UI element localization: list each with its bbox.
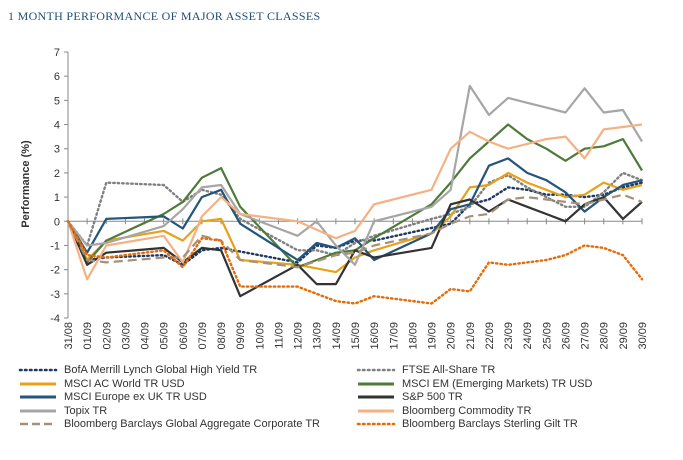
series-line-4: [67, 157, 643, 262]
legend-label: MSCI Europe ex UK TR USD: [64, 391, 207, 403]
x-tick-label: 11/09: [273, 322, 285, 349]
x-tick-label: 07/09: [197, 322, 209, 350]
x-tick-label: 13/09: [312, 322, 324, 350]
legend-item: MSCI AC World TR USD: [18, 378, 185, 390]
y-tick-label: -4: [50, 313, 60, 325]
x-tick-label: 10/09: [254, 322, 266, 350]
series-line-7: [66, 123, 643, 281]
x-tick-label: 09/09: [235, 322, 247, 350]
x-tick-label: 06/09: [178, 322, 190, 350]
legend-item: BofA Merrill Lynch Global High Yield TR: [18, 364, 257, 376]
legend-label: Bloomberg Barclays Global Aggregate Corp…: [64, 418, 320, 430]
line-chart: Performance (%) -4 -3 -2 -1 0 1 2 3 4 5 6 7 31/08 01/…: [20, 47, 649, 350]
x-tick-label: 22/09: [484, 322, 496, 350]
legend-label: S&P 500 TR: [402, 391, 463, 403]
x-tick-label: 18/09: [407, 322, 419, 350]
series-line-3: [67, 123, 643, 269]
x-tick-label: 14/09: [331, 322, 343, 350]
legend-label: BofA Merrill Lynch Global High Yield TR: [64, 364, 258, 376]
legend-swatch: [358, 409, 394, 412]
legend-item: Bloomberg Commodity TR: [356, 405, 531, 417]
axes: -4 -3 -2 -1 0 1 2 3 4 5 6 7 31/08 01/09 02/09 03/09 04/0…: [50, 47, 649, 350]
legend-label: Bloomberg Barclays Sterling Gilt TR: [402, 418, 578, 430]
y-tick-label: 4: [54, 120, 60, 132]
x-tick-label: 12/09: [293, 322, 305, 350]
legend-swatch: [18, 368, 58, 372]
legend-label: MSCI EM (Emerging Markets) TR USD: [402, 377, 593, 390]
x-tick-label: 02/09: [101, 322, 113, 350]
series-line-9: [66, 220, 644, 305]
series-lines: [66, 84, 644, 305]
y-tick-label: 6: [54, 71, 60, 83]
y-axis-label: Performance (%): [20, 140, 32, 228]
y-tick-label: 0: [54, 216, 60, 228]
legend-swatch: [20, 382, 56, 385]
x-tick-label: 20/09: [446, 322, 458, 350]
series-line-8: [67, 193, 643, 269]
legend-label: FTSE All-Share TR: [402, 364, 496, 376]
y-tick-label: 2: [54, 168, 60, 180]
legend-item: FTSE All-Share TR: [356, 364, 495, 376]
x-tick-label: 15/09: [350, 322, 362, 350]
legend-swatch: [358, 382, 394, 385]
legend-label: MSCI AC World TR USD: [64, 377, 185, 390]
y-tick-label: 3: [54, 144, 60, 156]
legend-label: Topix TR: [64, 404, 108, 417]
x-tick-label: 04/09: [140, 322, 152, 350]
legend-item: MSCI EM (Emerging Markets) TR USD: [356, 378, 593, 390]
x-tick-label: 01/09: [82, 322, 94, 350]
y-tick-label: -2: [50, 265, 60, 277]
legend-swatch: [358, 395, 394, 399]
legend-swatch: [20, 409, 56, 412]
x-tick-label: 26/09: [560, 322, 572, 350]
legend-swatch: [356, 368, 396, 372]
x-tick-label: 30/09: [637, 322, 649, 350]
y-tick-label: 5: [54, 95, 60, 107]
y-tick-label: -1: [50, 240, 60, 252]
y-tick-label: 1: [54, 192, 60, 204]
x-tick-label: 16/09: [369, 322, 381, 350]
x-tick-label: 28/09: [599, 322, 611, 350]
y-tick-label: 7: [54, 47, 60, 59]
x-tick-label: 24/09: [522, 322, 534, 350]
x-tick-label: 27/09: [580, 322, 592, 350]
legend-item: MSCI Europe ex UK TR USD: [18, 391, 207, 403]
x-tick-label: 23/09: [503, 322, 515, 350]
x-tick-label: 17/09: [388, 322, 400, 350]
series-line-5: [66, 196, 643, 298]
x-tick-label: 19/09: [427, 322, 439, 350]
legend-swatch: [356, 422, 396, 426]
legend-label: Bloomberg Commodity TR: [402, 404, 532, 417]
x-tick-label: 29/09: [618, 322, 630, 350]
x-tick-label: 05/09: [159, 322, 171, 350]
x-tick-label: 08/09: [216, 322, 228, 350]
legend-swatch: [20, 395, 56, 399]
legend-item: Topix TR: [18, 405, 107, 417]
y-tick-label: -3: [50, 289, 60, 301]
legend-item: Bloomberg Barclays Global Aggregate Corp…: [18, 418, 320, 430]
x-tick-label: 25/09: [541, 322, 553, 350]
x-tick-label: 03/09: [120, 322, 132, 350]
legend-item: Bloomberg Barclays Sterling Gilt TR: [356, 418, 578, 430]
series-line-6: [67, 84, 643, 266]
x-tick-label: 31/08: [63, 322, 75, 350]
chart-title: 1 MONTH PERFORMANCE OF MAJOR ASSET CLASS…: [8, 9, 321, 23]
legend-swatch: [20, 422, 56, 426]
legend-item: S&P 500 TR: [356, 391, 463, 403]
x-tick-label: 21/09: [465, 322, 477, 350]
